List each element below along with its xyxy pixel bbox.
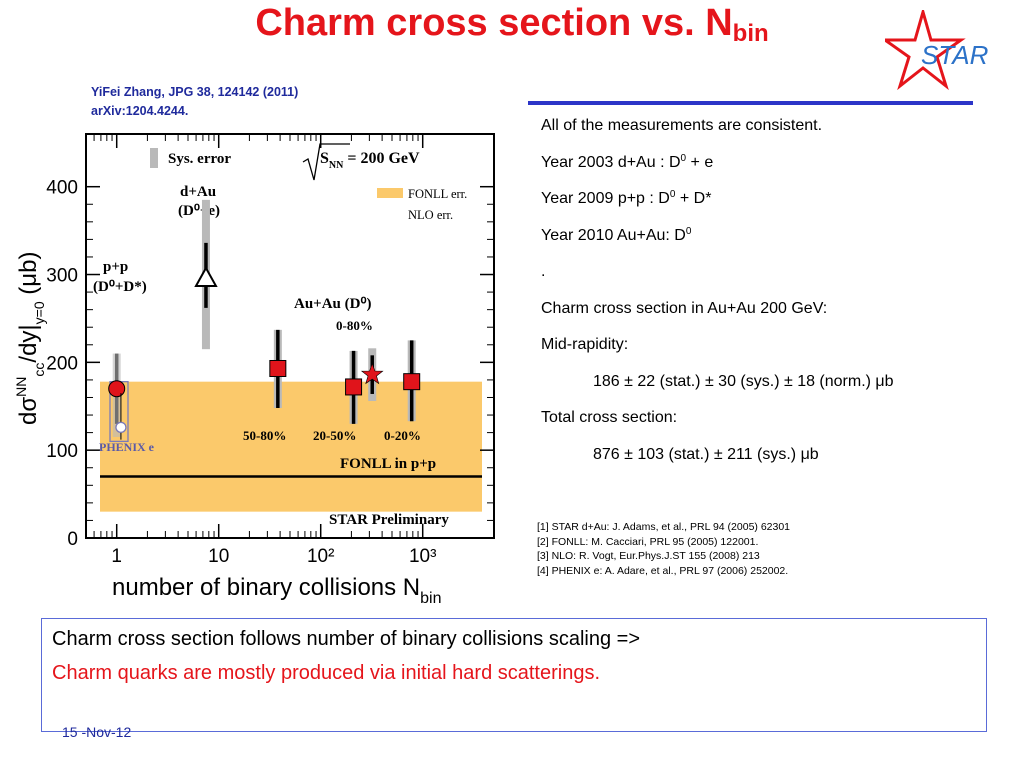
y-tick-label: 0 xyxy=(67,529,78,550)
source-line-1: YiFei Zhang, JPG 38, 124142 (2011) xyxy=(91,85,299,99)
centrality-label: 20-50% xyxy=(313,428,356,443)
auau-0-80-label: 0-80% xyxy=(336,318,373,333)
sys-error-legend-label: Sys. error xyxy=(168,151,231,167)
y-tick-label: 400 xyxy=(46,178,78,199)
dau-label: d+Au xyxy=(180,184,216,200)
auau-0-80-data-point xyxy=(360,362,384,385)
x-tick-label: 1 xyxy=(111,546,122,567)
summary-line: All of the measurements are consistent. xyxy=(541,117,823,134)
sqrt-symbol xyxy=(302,143,350,181)
conclusion-box xyxy=(41,618,987,732)
sys-error-legend-swatch xyxy=(150,148,158,168)
summary-line: Charm cross section in Au+Au 200 GeV: xyxy=(541,299,828,317)
conclusion-line-2: Charm quarks are mostly produced via ini… xyxy=(52,662,601,684)
x-axis-title: number of binary collisions Nbin xyxy=(112,574,442,607)
slide-date: 15 -Nov-12 xyxy=(62,724,132,740)
total-cross-section-value: 876 ± 103 (stat.) ± 211 (sys.) μb xyxy=(593,445,819,463)
reference-list: [1] STAR d+Au: J. Adams, et al., PRL 94 … xyxy=(537,520,790,578)
conclusion-line-1: Charm cross section follows number of bi… xyxy=(52,628,641,650)
centrality-label: 50-80% xyxy=(243,428,286,443)
auau-data-point xyxy=(269,359,287,377)
x-tick-label: 10 xyxy=(208,546,229,567)
phenix-label: PHENIX e xyxy=(99,440,155,454)
pp-label: p+p xyxy=(103,259,128,275)
auau-data-point xyxy=(403,373,421,391)
star-logo-text: STAR xyxy=(921,40,988,70)
header-divider xyxy=(528,101,973,105)
reference-item: [1] STAR d+Au: J. Adams, et al., PRL 94 … xyxy=(537,521,791,533)
dau-data-point xyxy=(194,265,218,288)
auau-data-point xyxy=(345,378,363,396)
centrality-label: 0-20% xyxy=(384,428,421,443)
y-tick-label: 300 xyxy=(46,266,78,287)
energy-label: SNN = 200 GeV xyxy=(320,150,420,171)
y-axis-title: dσNNcc/dy|y=0 (μb) xyxy=(13,252,47,425)
summary-line: Year 2009 p+p : D0 + D* xyxy=(541,189,712,208)
summary-line: Mid-rapidity: xyxy=(541,336,629,353)
reference-item: [4] PHENIX e: A. Adare, et al., PRL 97 (… xyxy=(537,564,789,577)
slide-title: Charm cross section vs. Nbin xyxy=(255,2,769,47)
measurement-summary: All of the measurements are consistent. … xyxy=(541,108,894,473)
source-reference: YiFei Zhang, JPG 38, 124142 (2011) arXiv… xyxy=(91,83,298,121)
y-tick-label: 100 xyxy=(46,441,78,462)
star-logo-shape xyxy=(885,10,966,91)
pp-channel-label: (D⁰+D*) xyxy=(93,279,147,295)
summary-line: Year 2003 d+Au : D0 + e xyxy=(541,152,714,171)
auau-label: Au+Au (D⁰) xyxy=(294,296,371,312)
fonll-line-label: FONLL in p+p xyxy=(340,456,436,472)
phenix-data-point xyxy=(115,421,127,433)
nlo-legend-label: NLO err. xyxy=(408,208,453,222)
y-tick-label: 200 xyxy=(46,353,78,374)
x-tick-label: 10² xyxy=(307,546,334,567)
star-logo: STAR xyxy=(885,10,988,91)
summary-line: . xyxy=(541,263,546,280)
star-preliminary-label: STAR Preliminary xyxy=(329,512,449,528)
fonll-legend-label: FONLL err. xyxy=(408,187,467,201)
reference-item: [3] NLO: R. Vogt, Eur.Phys.J.ST 155 (200… xyxy=(537,550,760,562)
pp-data-point xyxy=(108,380,126,398)
dau-channel-label: (D⁰+e) xyxy=(178,203,220,219)
summary-line: Total cross section: xyxy=(541,409,678,426)
charm-cross-section-chart: 0 100 200 300 400 1 10 10² 10³ number of binary c… xyxy=(13,133,495,607)
source-line-2: arXiv:1204.4244. xyxy=(91,104,189,118)
reference-item: [2] FONLL: M. Cacciari, PRL 95 (2005) 12… xyxy=(537,535,759,548)
fonll-legend-swatch xyxy=(377,188,403,198)
summary-line: Year 2010 Au+Au: D0 xyxy=(541,225,692,244)
fonll-error-band xyxy=(100,381,482,512)
x-tick-label: 10³ xyxy=(409,546,436,567)
midrapidity-value: 186 ± 22 (stat.) ± 30 (sys.) ± 18 (norm.… xyxy=(593,372,894,390)
